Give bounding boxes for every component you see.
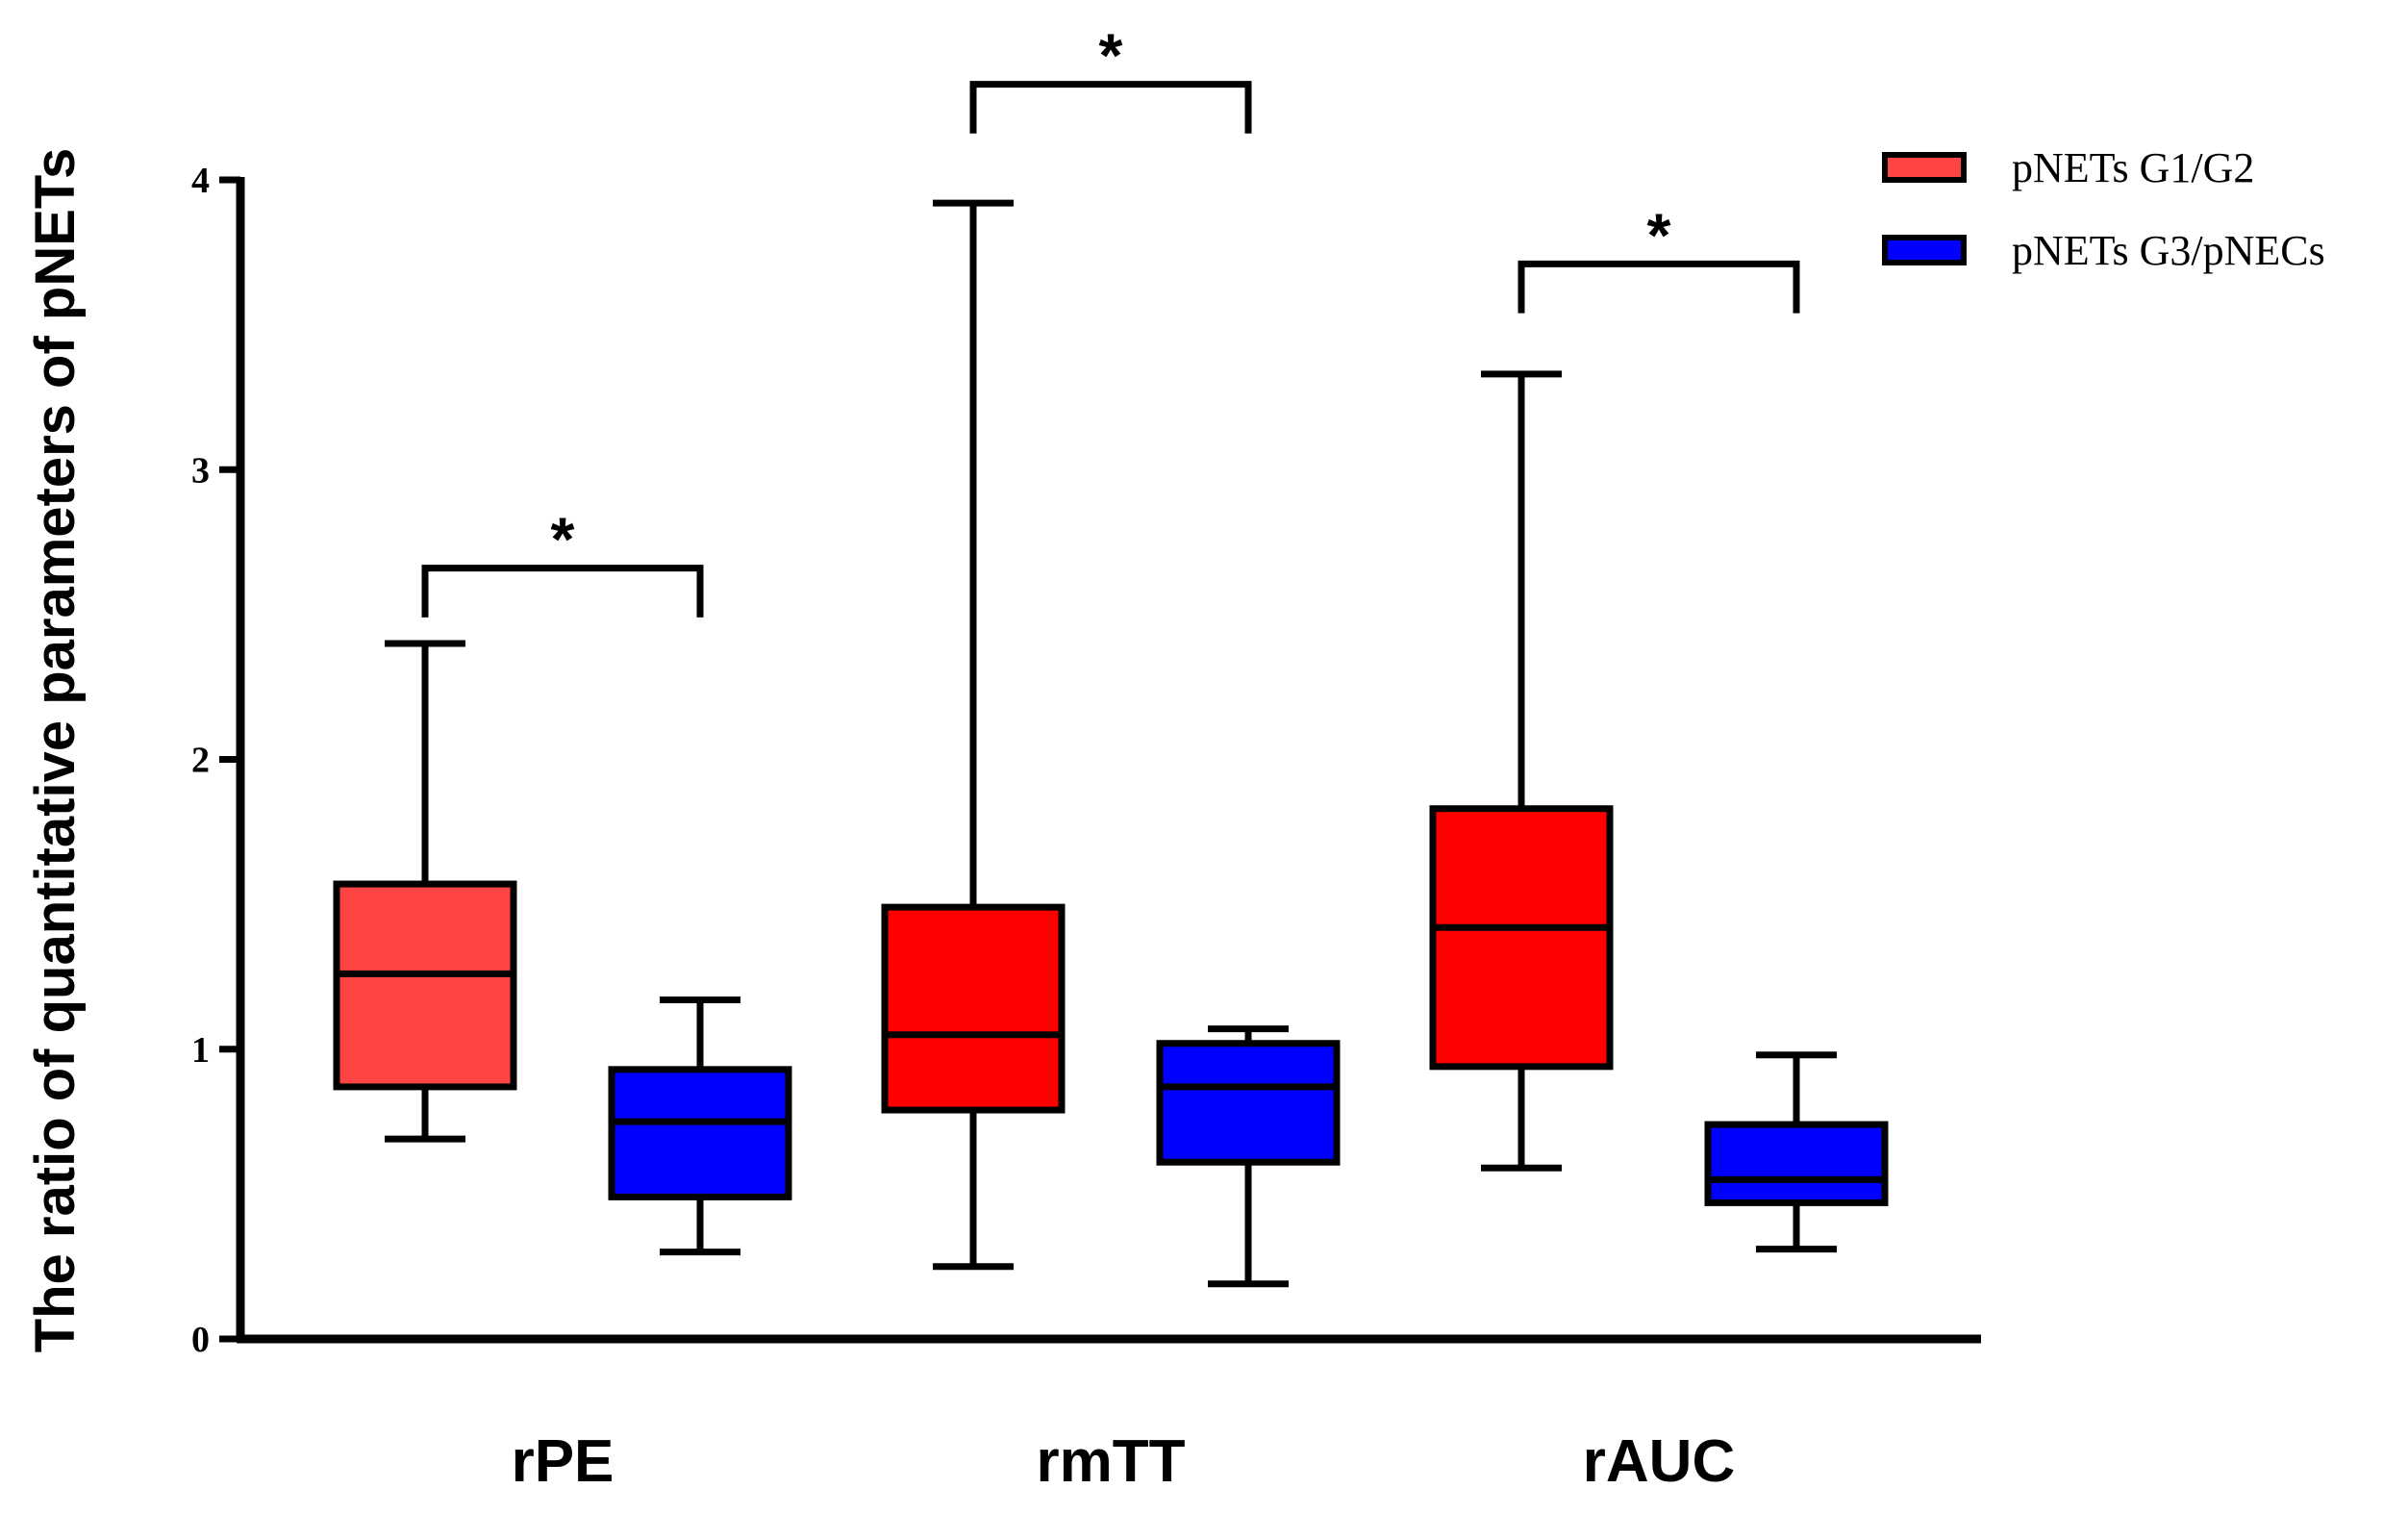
significance-bracket-rAUC [1518,260,1800,314]
y-tick-label-1: 1 [191,1030,210,1071]
category-label-rmTT: rmTT [1037,1428,1186,1495]
legend-label-g3pnec: pNETs G3/pNECs [2012,227,2325,274]
significance-star-rPE: * [551,505,575,574]
category-label-rAUC: rAUC [1583,1428,1735,1495]
box-g1g2-rmTT-iqr-box [881,903,1066,1114]
significance-bracket-rmTT [969,81,1252,134]
box-g1g2-rPE-iqr-box [333,880,517,1091]
significance-star-rAUC: * [1647,200,1671,269]
legend-swatch-g1g2 [1882,152,1967,183]
box-g3pnec-rAUC-iqr-box [1704,1121,1889,1206]
y-tick-label-3: 3 [191,450,210,491]
y-tick-label-2: 2 [191,741,210,781]
box-g1g2-rAUC-iqr-box [1429,805,1614,1071]
y-tick-label-4: 4 [191,161,210,201]
category-label-rPE: rPE [512,1428,615,1495]
y-axis-title: The ratio of quantitative parameters of … [24,148,87,1353]
significance-bracket-rPE [421,565,704,618]
y-tick-label-0: 0 [191,1320,210,1360]
legend-swatch-g3pnec [1882,235,1967,265]
significance-star-rmTT: * [1099,21,1123,90]
box-g3pnec-rmTT-iqr-box [1156,1040,1341,1166]
legend-label-g1g2: pNETs G1/G2 [2012,144,2254,191]
box-g3pnec-rPE-iqr-box [608,1066,792,1200]
